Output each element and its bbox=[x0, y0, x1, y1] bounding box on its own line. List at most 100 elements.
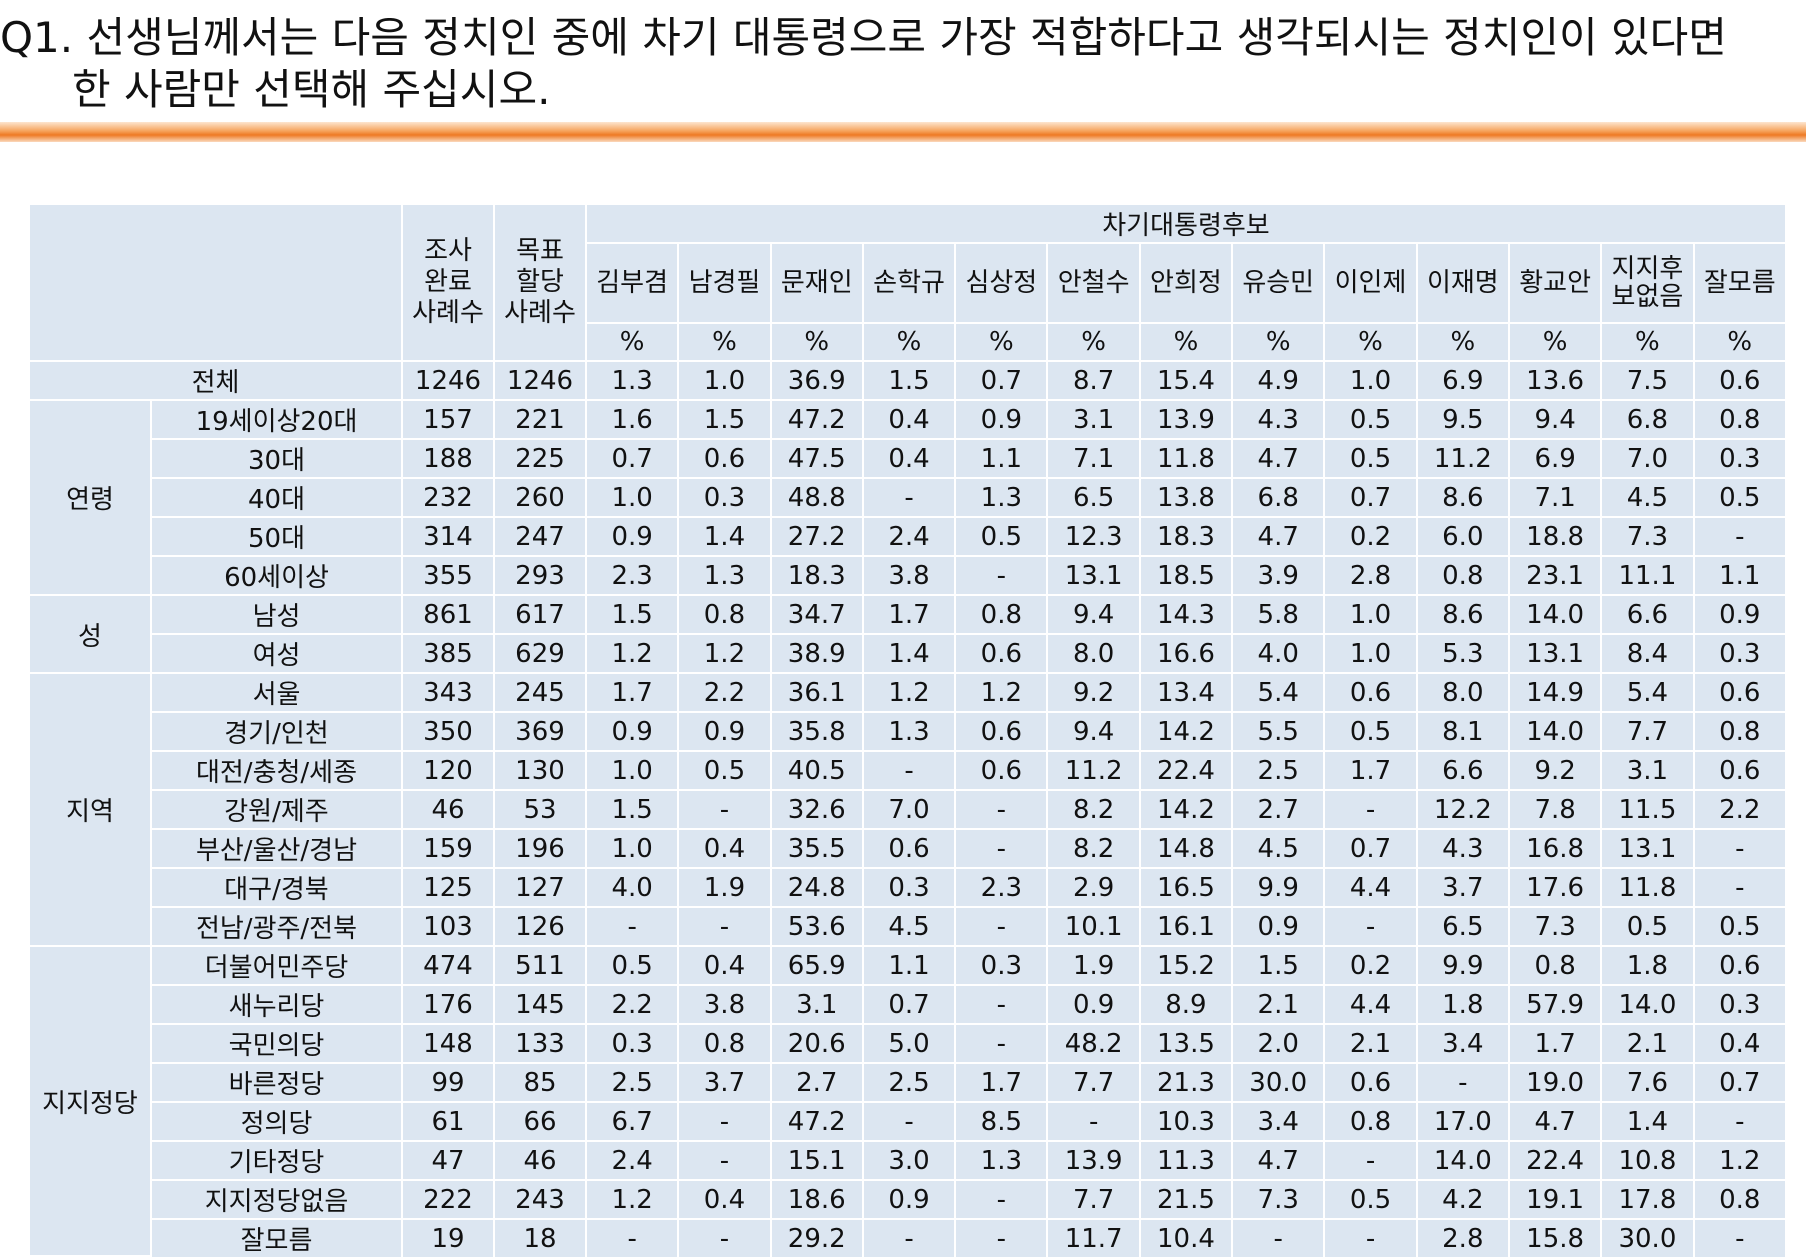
table-cell: 369 bbox=[495, 713, 587, 752]
table-row: 새누리당 176 145 2.2 3.8 3.1 0.7-0.9 8.9 2.1 4.4 1.8 57… bbox=[30, 986, 1787, 1025]
table-cell: 1246 bbox=[495, 362, 587, 401]
table-cell: 2.5 bbox=[1233, 752, 1326, 791]
table-row: 60세이상 355 293 2.3 1.3 18.3 3.8-13.1 18.5 3.9 2.8 0… bbox=[30, 557, 1787, 596]
table-cell: - bbox=[679, 908, 772, 947]
table-cell: 35.5 bbox=[771, 830, 864, 869]
table-cell: - bbox=[1417, 1064, 1510, 1103]
table-cell: 8.6 bbox=[1417, 479, 1510, 518]
table-cell: 4.5 bbox=[1233, 830, 1326, 869]
table-cell: 0.3 bbox=[587, 1025, 680, 1064]
table-cell: 3.4 bbox=[1417, 1025, 1510, 1064]
table-cell: 0.5 bbox=[1325, 440, 1418, 479]
table-cell: - bbox=[1325, 908, 1418, 947]
table-cell: 0.6 bbox=[1694, 947, 1787, 986]
table-cell: 2.5 bbox=[863, 1064, 957, 1103]
table-cell: 5.5 bbox=[1233, 713, 1326, 752]
header-unit: % bbox=[679, 324, 772, 362]
table-cell: - bbox=[956, 830, 1049, 869]
row-label: 새누리당 bbox=[152, 986, 403, 1025]
header-candidate: 김부겸 bbox=[587, 244, 680, 324]
table-cell: 11.7 bbox=[1048, 1220, 1141, 1257]
table-cell: 4.4 bbox=[1325, 986, 1418, 1025]
table-cell: 32.6 bbox=[771, 791, 864, 830]
table-cell: 2.3 bbox=[587, 557, 680, 596]
header-completed-count: 조사 완료 사례수 bbox=[403, 205, 495, 362]
table-cell: 0.5 bbox=[1602, 908, 1695, 947]
header-unit: % bbox=[1048, 324, 1141, 362]
table-cell: 6.9 bbox=[1417, 362, 1510, 401]
table-cell: - bbox=[863, 479, 957, 518]
header-unit: % bbox=[587, 324, 680, 362]
table-cell: 0.6 bbox=[956, 752, 1049, 791]
table-cell: 0.7 bbox=[1325, 830, 1418, 869]
table-cell: - bbox=[863, 1220, 957, 1257]
header-corner bbox=[30, 205, 403, 362]
table-cell: 6.9 bbox=[1509, 440, 1603, 479]
table-cell: 4.7 bbox=[1233, 1142, 1326, 1181]
table-cell: 0.5 bbox=[1325, 1181, 1418, 1220]
table-row: 지지정당없음 222 243 1.2 0.4 18.6 0.9-7.7 21.5 7.3 0.5 4… bbox=[30, 1181, 1787, 1220]
table-cell: 1.5 bbox=[587, 791, 680, 830]
table-cell: 196 bbox=[495, 830, 587, 869]
table-cell: - bbox=[679, 1103, 772, 1142]
table-row: 정의당 61 66 6.7-47.2-8.5-10.3 3.4 0.8 17.0 4.7 1.4… bbox=[30, 1103, 1787, 1142]
table-cell: 27.2 bbox=[771, 518, 864, 557]
table-cell: 0.9 bbox=[679, 713, 772, 752]
table-cell: 4.7 bbox=[1509, 1103, 1603, 1142]
table-cell: 861 bbox=[403, 596, 495, 635]
table-cell: 8.7 bbox=[1048, 362, 1141, 401]
table-cell: 7.7 bbox=[1602, 713, 1695, 752]
table-cell: 2.2 bbox=[1694, 791, 1787, 830]
table-cell: 3.8 bbox=[679, 986, 772, 1025]
table-cell: 1.2 bbox=[1694, 1142, 1787, 1181]
table-cell: 16.5 bbox=[1140, 869, 1234, 908]
table-cell: 18.3 bbox=[1140, 518, 1234, 557]
table-cell: 2.1 bbox=[1325, 1025, 1418, 1064]
table-cell: 4.4 bbox=[1325, 869, 1418, 908]
table-row: 전남/광주/전북 103 126- -53.6 4.5-10.1 16.1 0.9-6.5 7… bbox=[30, 908, 1787, 947]
table-cell: - bbox=[1233, 1220, 1326, 1257]
table-cell: 14.0 bbox=[1509, 713, 1603, 752]
table-cell: 17.6 bbox=[1509, 869, 1603, 908]
table-cell: 47 bbox=[403, 1142, 495, 1181]
table-cell: 247 bbox=[495, 518, 587, 557]
table-cell: 0.9 bbox=[1694, 596, 1787, 635]
table-cell: 0.9 bbox=[1048, 986, 1141, 1025]
table-body: 전체 1246 1246 1.3 1.0 36.9 1.5 0.7 8.7 15.4 4.9 1.0 6… bbox=[30, 362, 1787, 1257]
table-cell: 0.5 bbox=[1694, 479, 1787, 518]
table-cell: 1.1 bbox=[1694, 557, 1787, 596]
table-cell: 0.4 bbox=[679, 1181, 772, 1220]
table-cell: 7.7 bbox=[1048, 1064, 1141, 1103]
table-cell: 4.7 bbox=[1233, 440, 1326, 479]
table-cell: 3.1 bbox=[1602, 752, 1695, 791]
table-cell: 20.6 bbox=[771, 1025, 864, 1064]
header-candidate: 안희정 bbox=[1140, 244, 1234, 324]
table-cell: - bbox=[956, 1220, 1049, 1257]
table-cell: 2.5 bbox=[587, 1064, 680, 1103]
table-cell: 2.4 bbox=[863, 518, 957, 557]
header-candidate: 이인제 bbox=[1325, 244, 1418, 324]
table-cell: 1.8 bbox=[1417, 986, 1510, 1025]
table-cell: - bbox=[1694, 1103, 1787, 1142]
table-row: 40대 232 260 1.0 0.3 48.8-1.3 6.5 13.8 6.8 0.7 8.6 7… bbox=[30, 479, 1787, 518]
table-cell: 21.3 bbox=[1140, 1064, 1234, 1103]
header-candidate: 유승민 bbox=[1233, 244, 1326, 324]
table-cell: 4.9 bbox=[1233, 362, 1326, 401]
row-label: 대전/충청/세종 bbox=[152, 752, 403, 791]
table-cell: 6.8 bbox=[1233, 479, 1326, 518]
table-row: 지역 서울 343 245 1.7 2.2 36.1 1.2 1.2 9.2 13.4 5.4 0.6 8… bbox=[30, 674, 1787, 947]
table-cell: 617 bbox=[495, 596, 587, 635]
table-cell: 3.0 bbox=[863, 1142, 957, 1181]
table-cell: 0.7 bbox=[587, 440, 680, 479]
table-cell: 23.1 bbox=[1509, 557, 1603, 596]
table-cell: 2.8 bbox=[1417, 1220, 1510, 1257]
table-cell: 66 bbox=[495, 1103, 587, 1142]
table-cell: - bbox=[956, 908, 1049, 947]
table-cell: 36.1 bbox=[771, 674, 864, 713]
table-cell: 19.1 bbox=[1509, 1181, 1603, 1220]
table-cell: 36.9 bbox=[771, 362, 864, 401]
table-cell: 15.4 bbox=[1140, 362, 1234, 401]
table-cell: 11.5 bbox=[1602, 791, 1695, 830]
table-cell: 1.4 bbox=[679, 518, 772, 557]
table-cell: 4.2 bbox=[1417, 1181, 1510, 1220]
